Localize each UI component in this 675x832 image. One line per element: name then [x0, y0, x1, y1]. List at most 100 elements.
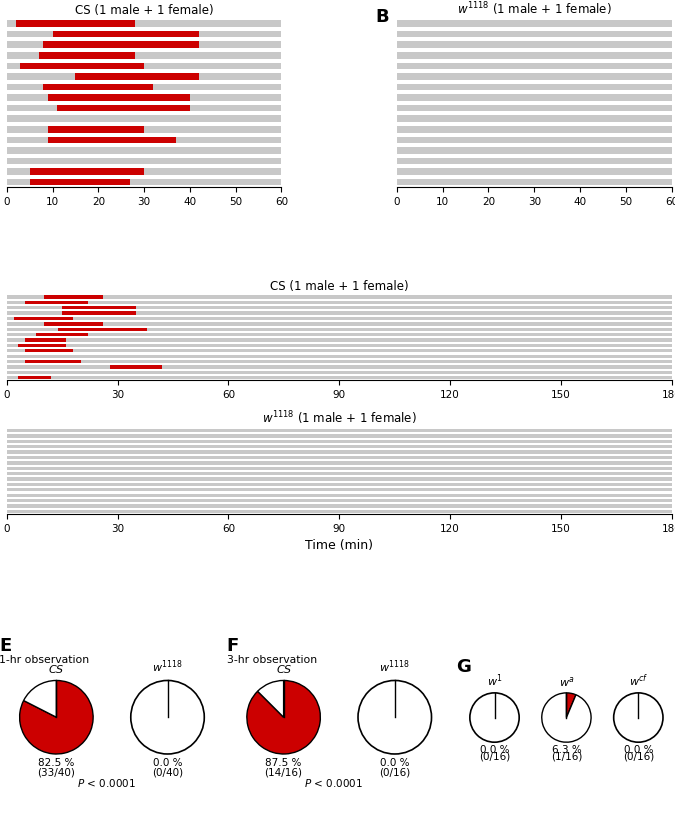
Bar: [397, 179, 672, 186]
Bar: [7, 339, 672, 342]
Bar: [44, 322, 103, 325]
Bar: [397, 42, 672, 48]
Bar: [7, 493, 672, 497]
Text: 1-hr observation: 1-hr observation: [0, 655, 90, 665]
Bar: [7, 478, 672, 481]
Wedge shape: [20, 681, 93, 754]
Bar: [397, 126, 672, 132]
Bar: [397, 84, 672, 90]
Bar: [7, 360, 672, 364]
Bar: [62, 306, 136, 310]
Bar: [7, 439, 672, 443]
Text: CS: CS: [276, 665, 291, 675]
Bar: [18, 376, 51, 379]
Text: 82.5 %: 82.5 %: [38, 758, 74, 768]
Bar: [7, 52, 281, 58]
Text: $w^{a}$: $w^{a}$: [558, 676, 574, 689]
Bar: [7, 147, 281, 154]
Text: (0/16): (0/16): [479, 751, 510, 761]
Bar: [7, 322, 672, 325]
Text: 87.5 %: 87.5 %: [265, 758, 302, 768]
Text: $w^{cf}$: $w^{cf}$: [628, 672, 648, 689]
Bar: [397, 52, 672, 58]
Bar: [25, 339, 66, 342]
Bar: [7, 157, 281, 164]
Bar: [62, 311, 136, 314]
Text: $w^{1}$: $w^{1}$: [487, 672, 502, 689]
Text: E: E: [0, 636, 11, 655]
Text: 0.0 %: 0.0 %: [624, 745, 653, 755]
Circle shape: [614, 693, 663, 742]
Bar: [30, 168, 144, 175]
Bar: [397, 94, 672, 101]
Bar: [397, 73, 672, 80]
Bar: [7, 349, 672, 353]
Bar: [7, 472, 672, 475]
Bar: [18, 344, 66, 347]
Text: $P$ < 0.0001: $P$ < 0.0001: [76, 777, 136, 789]
Bar: [25, 360, 80, 364]
Bar: [7, 328, 672, 331]
Bar: [48, 94, 190, 101]
Bar: [7, 295, 672, 299]
Bar: [397, 157, 672, 164]
Bar: [397, 105, 672, 111]
Text: (33/40): (33/40): [37, 768, 76, 778]
Bar: [7, 317, 672, 320]
Bar: [7, 461, 672, 464]
Bar: [397, 20, 672, 27]
Bar: [7, 450, 672, 453]
Bar: [7, 504, 672, 508]
Text: (0/16): (0/16): [379, 768, 410, 778]
Bar: [7, 168, 281, 175]
Bar: [48, 126, 144, 132]
Bar: [7, 300, 672, 304]
Text: $w^{1118}$: $w^{1118}$: [152, 658, 183, 675]
Bar: [7, 344, 672, 347]
Bar: [7, 116, 281, 122]
Title: $w^{1118}$ (1 male + 1 female): $w^{1118}$ (1 male + 1 female): [262, 410, 416, 428]
Bar: [7, 445, 672, 448]
Text: 0.0 %: 0.0 %: [380, 758, 410, 768]
Bar: [76, 73, 199, 80]
Text: (14/16): (14/16): [265, 768, 302, 778]
Title: CS (1 male + 1 female): CS (1 male + 1 female): [75, 4, 213, 17]
Text: CS: CS: [49, 665, 64, 675]
Bar: [59, 328, 147, 331]
Bar: [53, 31, 199, 37]
Bar: [7, 94, 281, 101]
Wedge shape: [258, 681, 284, 717]
Bar: [7, 42, 281, 48]
Text: 0.0 %: 0.0 %: [480, 745, 509, 755]
Text: (1/16): (1/16): [551, 751, 582, 761]
Bar: [397, 168, 672, 175]
Wedge shape: [542, 693, 591, 742]
Bar: [7, 73, 281, 80]
Title: $w^{1118}$ (1 male + 1 female): $w^{1118}$ (1 male + 1 female): [457, 0, 612, 17]
Bar: [7, 306, 672, 310]
Wedge shape: [247, 681, 321, 754]
Bar: [7, 499, 672, 503]
Bar: [57, 105, 190, 111]
Bar: [110, 365, 162, 369]
Bar: [7, 126, 281, 132]
X-axis label: Time (min): Time (min): [305, 539, 373, 552]
Bar: [7, 136, 281, 143]
Wedge shape: [566, 693, 576, 717]
Bar: [20, 62, 144, 69]
Bar: [43, 84, 153, 90]
Bar: [7, 105, 281, 111]
Bar: [7, 354, 672, 358]
Bar: [397, 136, 672, 143]
Circle shape: [131, 681, 205, 754]
Bar: [7, 31, 281, 37]
Title: CS (1 male + 1 female): CS (1 male + 1 female): [270, 280, 408, 293]
Text: 3-hr observation: 3-hr observation: [227, 655, 317, 665]
Text: 0.0 %: 0.0 %: [153, 758, 182, 768]
Circle shape: [358, 681, 431, 754]
Bar: [7, 62, 281, 69]
Bar: [38, 52, 135, 58]
Bar: [7, 483, 672, 486]
Bar: [25, 300, 88, 304]
Circle shape: [470, 693, 519, 742]
